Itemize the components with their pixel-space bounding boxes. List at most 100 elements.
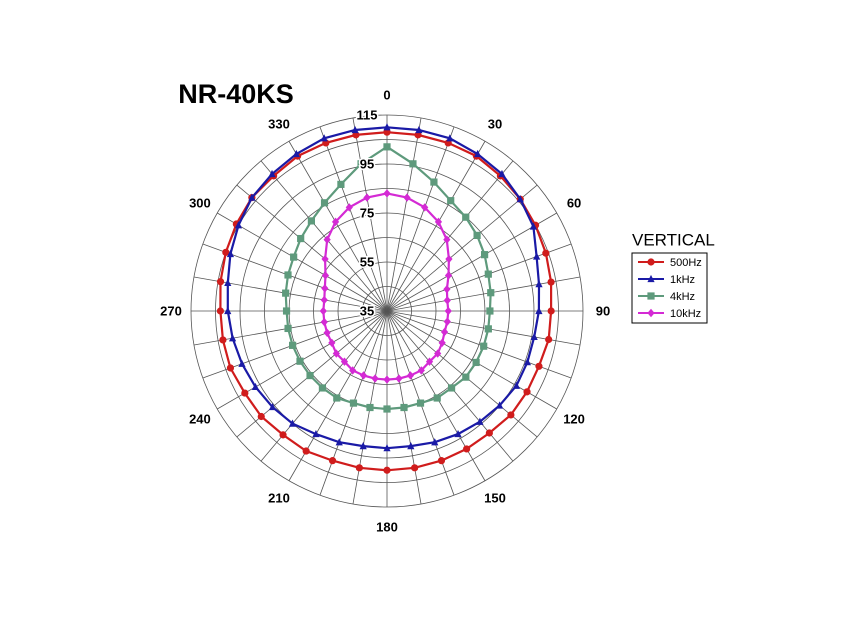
marker — [282, 289, 290, 297]
angle-tick-label: 120 — [563, 411, 585, 426]
r-tick-label: 95 — [360, 156, 374, 171]
marker — [226, 249, 235, 258]
marker — [443, 235, 451, 244]
marker — [268, 402, 277, 411]
grid-spoke — [386, 126, 455, 312]
angle-tick-label: 330 — [268, 116, 290, 131]
marker — [296, 357, 304, 365]
marker — [533, 252, 541, 260]
grid-spoke — [319, 126, 388, 312]
marker — [319, 306, 327, 316]
r-tick-label: 55 — [360, 254, 374, 269]
r-tick-label: 115 — [357, 107, 378, 122]
marker — [498, 169, 506, 178]
marker — [328, 338, 336, 348]
marker — [507, 411, 515, 419]
marker — [383, 123, 391, 131]
marker — [312, 429, 320, 438]
marker — [647, 292, 655, 300]
marker — [425, 357, 434, 366]
marker — [383, 405, 391, 413]
marker — [349, 399, 358, 407]
grid-spoke — [260, 160, 388, 312]
marker — [228, 334, 237, 342]
marker — [472, 358, 480, 367]
marker — [359, 442, 367, 450]
marker — [496, 401, 504, 409]
marker — [535, 306, 543, 315]
marker — [473, 231, 481, 240]
marker — [332, 349, 340, 358]
angle-tick-label: 270 — [160, 303, 182, 318]
marker — [224, 306, 232, 315]
marker — [447, 384, 456, 392]
angle-tick-label: 30 — [488, 116, 502, 131]
marker — [535, 362, 543, 370]
marker — [462, 213, 470, 221]
grid-spoke — [288, 141, 388, 312]
grid-spoke — [352, 117, 388, 312]
marker — [216, 278, 225, 286]
marker — [433, 394, 441, 402]
marker — [647, 274, 655, 283]
marker — [251, 382, 260, 391]
marker — [443, 285, 451, 294]
marker — [474, 149, 482, 158]
marker — [306, 371, 314, 380]
legend-label: 500Hz — [670, 257, 702, 269]
marker — [443, 296, 451, 305]
marker — [371, 374, 379, 383]
marker — [383, 189, 391, 198]
marker — [323, 328, 331, 337]
marker — [289, 341, 297, 349]
marker — [238, 359, 246, 367]
marker — [445, 254, 453, 264]
marker — [328, 457, 337, 465]
grid-spoke — [217, 212, 388, 312]
marker — [462, 373, 470, 381]
marker — [454, 429, 462, 438]
angle-tick-label: 0 — [383, 87, 390, 102]
marker — [406, 371, 415, 380]
marker — [345, 203, 353, 212]
marker — [335, 438, 343, 446]
grid-spoke — [386, 141, 486, 312]
marker — [395, 374, 403, 383]
grid-spoke — [386, 243, 572, 312]
marker — [383, 375, 391, 384]
marker — [403, 193, 411, 202]
marker — [321, 254, 329, 264]
legend-box — [631, 252, 708, 324]
marker — [463, 445, 471, 453]
marker — [234, 221, 243, 229]
marker — [400, 403, 408, 412]
angle-tick-label: 180 — [376, 519, 398, 534]
marker — [284, 271, 292, 279]
angle-tick-label: 240 — [189, 411, 211, 426]
angle-tick-label: 60 — [567, 195, 581, 210]
marker — [321, 271, 330, 280]
marker — [359, 371, 368, 380]
marker — [383, 143, 391, 151]
marker — [523, 358, 532, 366]
marker — [523, 388, 531, 396]
chart-title: NR-40KS — [178, 79, 294, 109]
marker — [535, 280, 543, 288]
marker — [430, 178, 438, 186]
marker — [421, 203, 429, 212]
r-tick-label: 35 — [360, 303, 374, 318]
marker — [331, 217, 340, 227]
marker — [647, 308, 655, 318]
marker — [363, 193, 371, 202]
marker — [333, 394, 341, 402]
marker — [440, 327, 449, 337]
marker — [545, 335, 553, 344]
marker — [383, 466, 391, 474]
grid-spoke — [386, 184, 538, 312]
marker — [222, 248, 230, 256]
marker — [323, 235, 331, 244]
marker — [241, 389, 249, 397]
marker — [447, 197, 455, 205]
